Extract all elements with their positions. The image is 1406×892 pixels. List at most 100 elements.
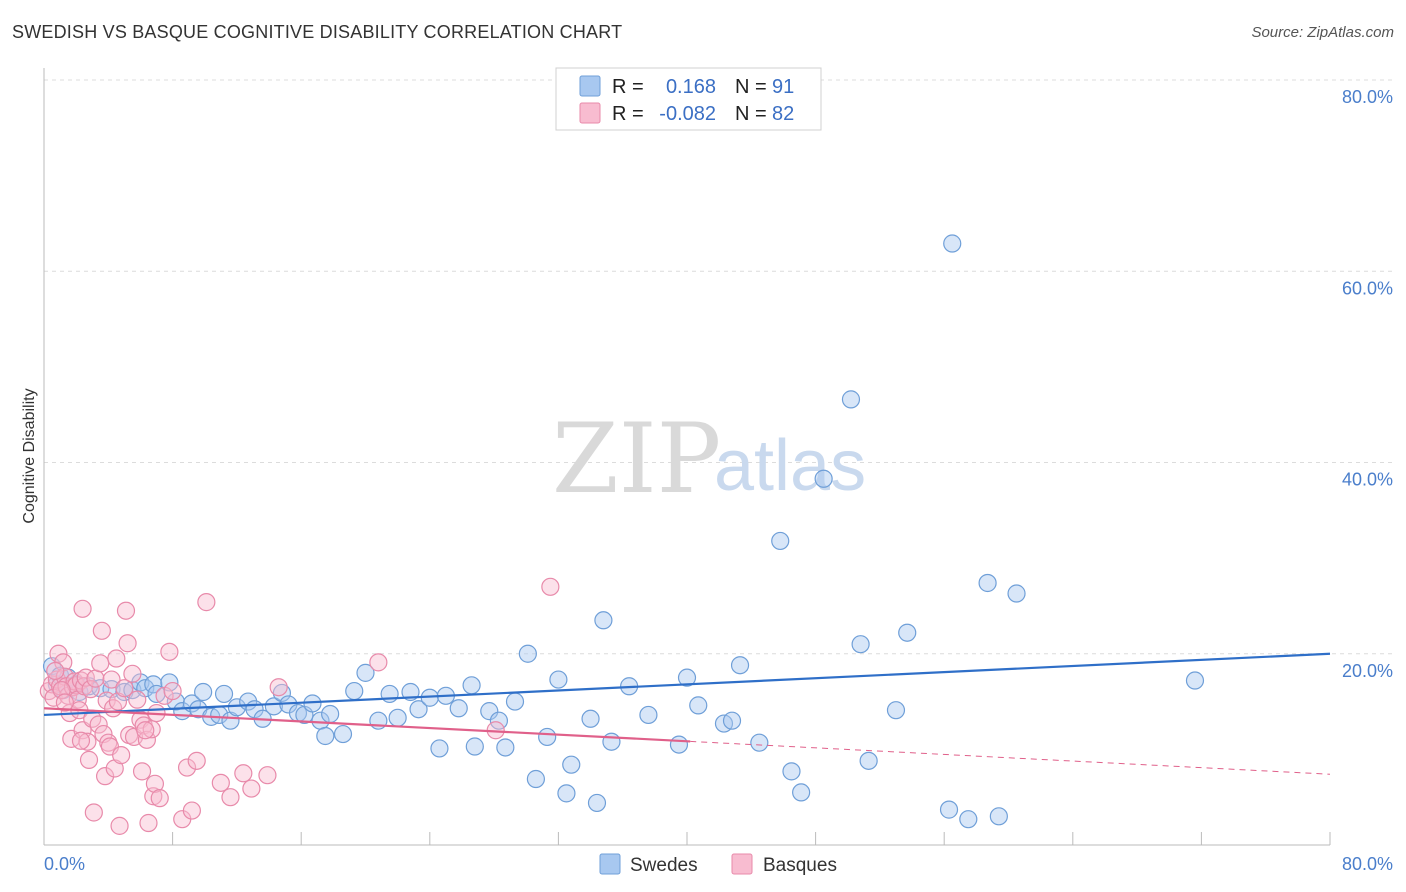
data-point <box>480 702 499 721</box>
data-point <box>160 642 179 661</box>
data-point <box>182 801 201 820</box>
data-point <box>139 813 158 833</box>
data-point <box>851 635 870 654</box>
series-points-basques <box>39 577 560 835</box>
data-point <box>814 469 833 488</box>
y-axis-label: Cognitive Disability <box>21 388 38 523</box>
data-point <box>557 784 576 803</box>
data-point <box>242 779 261 798</box>
data-point <box>269 678 288 697</box>
source-label: Source: ZipAtlas.com <box>1251 24 1394 41</box>
watermark-zip: ZIP <box>552 403 721 515</box>
y-tick-label: 60.0% <box>1342 278 1393 298</box>
legend-n-value-swedes: 91 <box>772 76 794 98</box>
bottom-legend-swatch-swedes <box>599 853 621 875</box>
data-point <box>321 704 340 724</box>
data-point <box>79 750 99 769</box>
data-point <box>989 807 1008 826</box>
legend-r-value-basques: -0.082 <box>659 103 716 125</box>
data-point <box>163 681 182 701</box>
trend-line-basques-extension <box>690 740 1331 775</box>
trend-line-basques <box>43 707 691 743</box>
legend-box: R = 0.168 N = 91 R = -0.082 N = 82 <box>555 67 822 131</box>
data-point <box>462 676 481 695</box>
data-point <box>91 654 110 673</box>
data-point <box>356 663 375 682</box>
data-point <box>750 733 769 752</box>
data-point <box>81 680 100 699</box>
legend-n-value-basques: 82 <box>772 103 794 125</box>
data-point <box>49 644 68 663</box>
data-point <box>55 693 74 712</box>
data-point <box>142 720 161 739</box>
legend-n-label-swedes: N = <box>735 76 767 98</box>
data-point <box>939 800 959 819</box>
legend-swatch-swedes <box>579 75 601 97</box>
data-point <box>144 675 163 694</box>
data-point <box>345 681 364 701</box>
grid-lines <box>44 79 1392 655</box>
x-tick-labels: 0.0% 80.0% <box>44 854 1393 874</box>
legend-n-label-basques: N = <box>735 103 767 125</box>
data-point <box>128 690 147 709</box>
data-point <box>959 810 978 829</box>
data-point <box>102 670 121 689</box>
data-point <box>771 531 790 551</box>
data-point <box>73 599 92 618</box>
trend-lines <box>43 652 1331 775</box>
data-point <box>689 696 708 715</box>
data-point <box>898 623 917 642</box>
data-point <box>587 793 607 813</box>
data-point <box>669 735 689 754</box>
bottom-legend-swatch-basques <box>731 853 753 875</box>
data-point <box>677 668 697 687</box>
data-point <box>76 668 95 687</box>
data-point <box>978 573 997 593</box>
data-point <box>194 682 213 702</box>
legend-swatch-basques <box>579 102 601 124</box>
data-point <box>89 715 108 734</box>
data-point <box>526 769 545 789</box>
legend-r-value-swedes: 0.168 <box>666 76 716 98</box>
chart-title: SWEDISH VS BASQUE COGNITIVE DISABILITY C… <box>12 22 623 42</box>
data-point <box>1007 584 1026 603</box>
data-point <box>602 732 621 751</box>
data-point <box>943 234 962 253</box>
data-point <box>730 656 750 675</box>
data-point <box>541 577 560 596</box>
data-point <box>449 699 468 718</box>
data-points <box>39 234 1205 835</box>
data-point <box>145 774 165 793</box>
data-point <box>841 390 861 409</box>
data-point <box>782 762 801 781</box>
legend-r-label-swedes: R = <box>612 76 644 98</box>
trend-line-swedes <box>43 652 1331 717</box>
data-point <box>86 669 105 688</box>
data-point <box>177 758 197 777</box>
data-point <box>505 692 525 711</box>
data-point <box>886 701 906 720</box>
data-point <box>549 670 568 689</box>
bottom-legend: Swedes Basques <box>599 853 837 876</box>
data-point <box>639 705 658 725</box>
data-point <box>369 653 388 672</box>
data-point <box>197 593 216 612</box>
data-point <box>333 724 353 744</box>
data-point <box>115 679 134 698</box>
y-tick-label: 80.0% <box>1342 87 1393 107</box>
data-point <box>78 732 97 751</box>
x-tick-label: 0.0% <box>44 854 85 874</box>
y-tick-label: 40.0% <box>1342 470 1393 490</box>
data-point <box>388 708 407 727</box>
data-point <box>221 788 240 807</box>
legend-r-label-basques: R = <box>612 103 644 125</box>
data-point <box>264 697 283 716</box>
data-point <box>107 649 126 668</box>
data-point <box>116 601 136 620</box>
data-point <box>859 751 878 770</box>
data-point <box>187 751 206 770</box>
data-point <box>272 683 292 703</box>
data-point <box>46 661 65 681</box>
y-tick-label: 20.0% <box>1342 661 1393 681</box>
